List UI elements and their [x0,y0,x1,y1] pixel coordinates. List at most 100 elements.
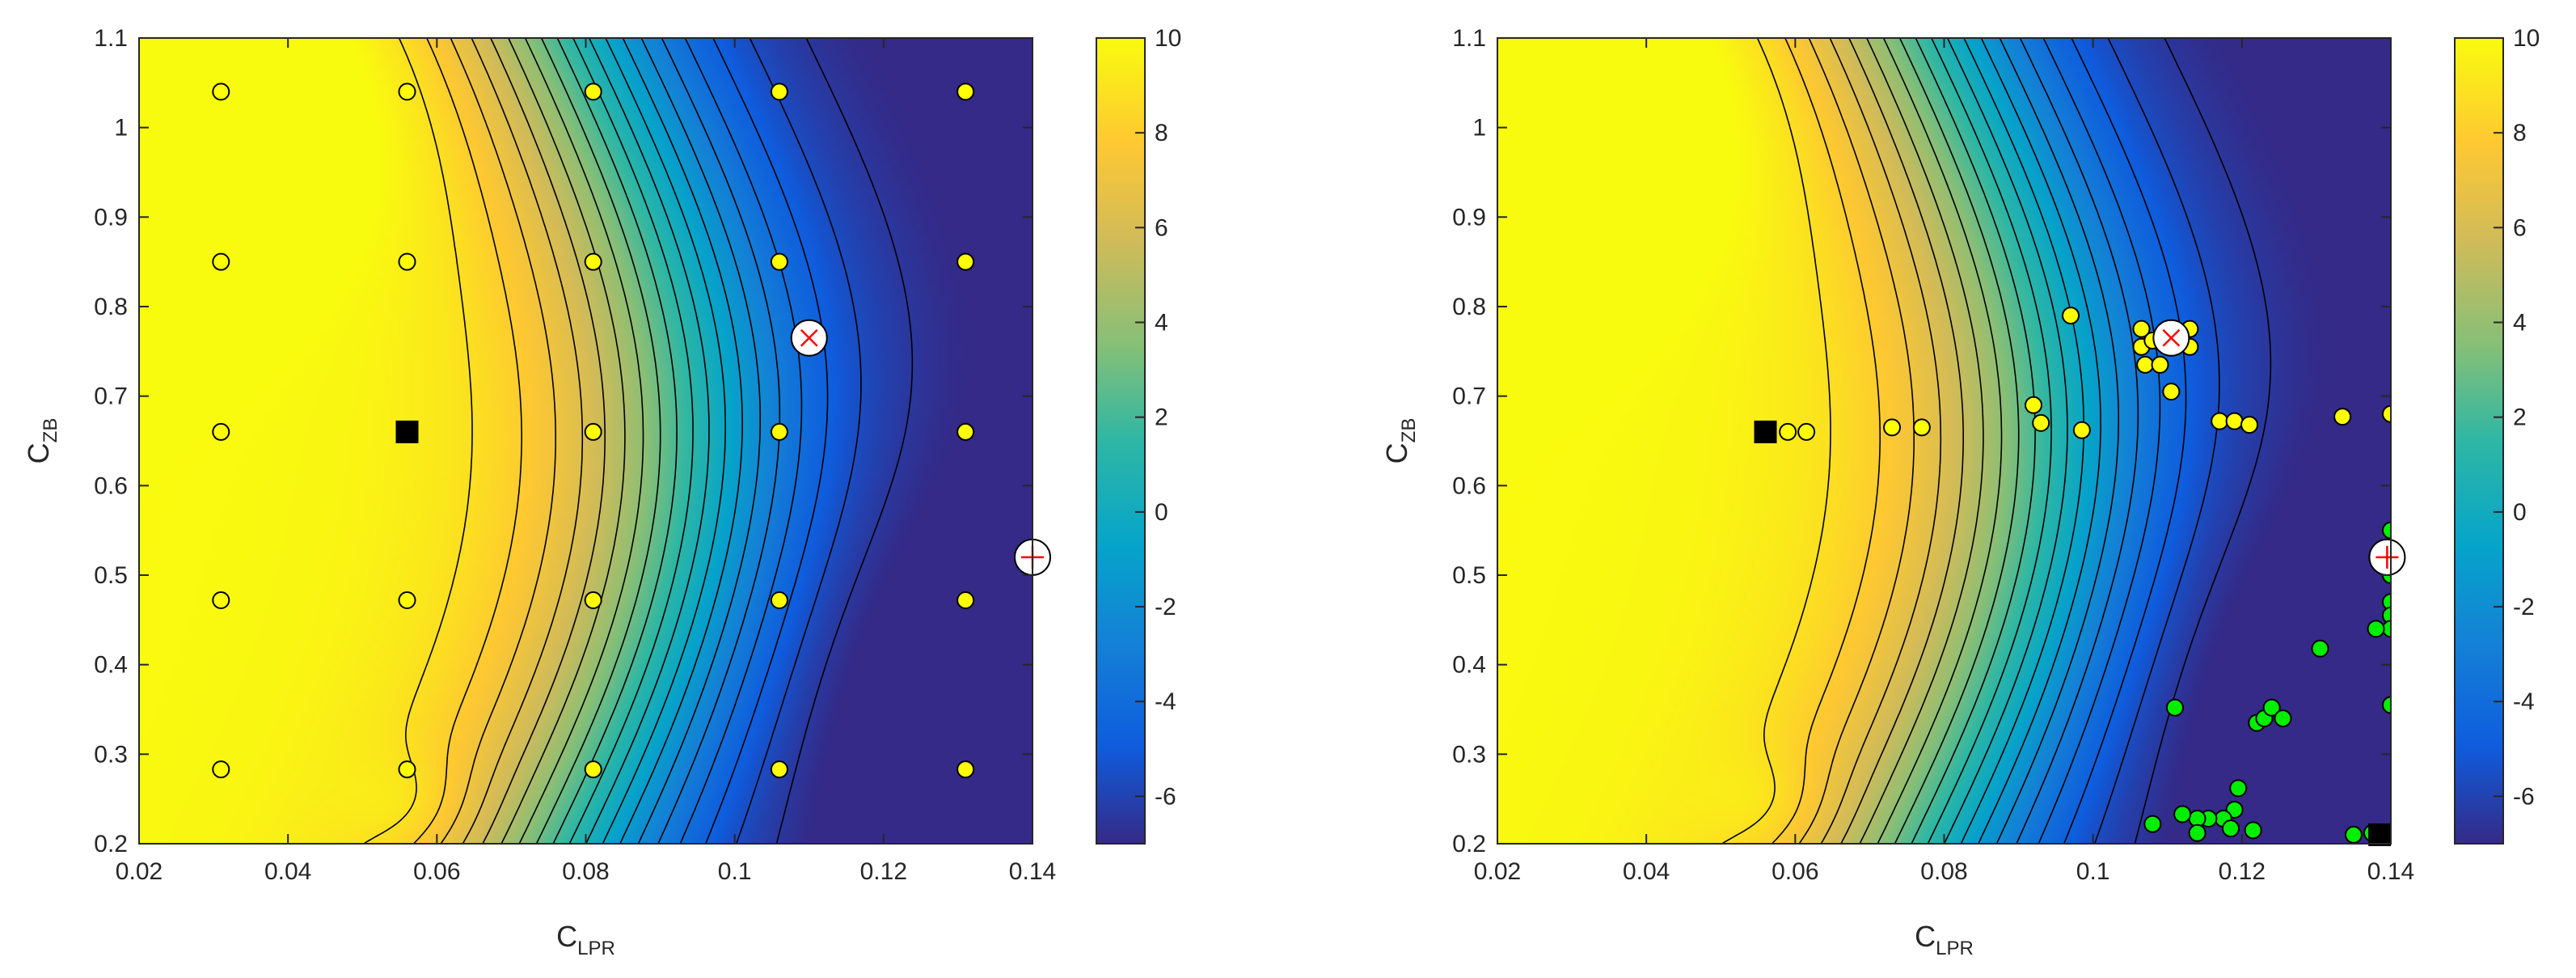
x-tick-label: 0.1 [2076,858,2110,885]
infill-point [2222,819,2240,838]
sample-point [212,760,230,779]
colorbar-tick-label: 0 [1155,499,1168,526]
x-tick-label: 0.14 [2367,858,2414,885]
colorbar-tick-label: -2 [2513,594,2535,620]
colorbar-tick-label: 4 [1155,310,1168,337]
right-colorbar-gradient [2454,37,2504,845]
sample-point [770,760,788,779]
left-x-ticks: 0.02 0.04 0.06 0.08 0.1 0.12 0.14 [116,38,1056,885]
infill-point [2367,620,2385,638]
colorbar-tick-label: 2 [2513,404,2527,431]
infill-point [2165,698,2184,717]
colorbar-tick-label: -4 [1155,688,1176,715]
colorbar-tick-label: 10 [2513,25,2540,52]
sample-point [2211,412,2229,430]
left-colorbar: -6 -4 -2 0 2 4 6 8 10 [1096,25,1181,845]
optimum-plus-marker [2368,538,2406,576]
infill-point [2382,696,2391,714]
sample-point [584,252,602,271]
right-special-markers [1754,319,2406,846]
right-data-markers [1779,307,2391,844]
infill-point [2143,815,2162,833]
x-tick-label: 0.02 [116,858,163,885]
sample-point [212,83,230,101]
y-tick-label: 0.2 [94,831,128,857]
right-contour-heatmap [1497,38,2391,844]
baseline-square-marker [395,420,419,443]
y-tick-label: 1.1 [1452,25,1486,52]
sample-point [2136,355,2155,374]
right-contour-panel: 0.02 0.04 0.06 0.08 0.1 0.12 0.14 0.2 0.3 0.4 0.5… [1380,25,2414,959]
sample-point [2382,404,2391,423]
left-y-ticks: 0.2 0.3 0.4 0.5 0.6 0.7 0.8 0.9 1 1.1 [94,25,1033,857]
right-colorbar: -6 -4 -2 0 2 4 6 8 10 [2454,25,2540,845]
y-tick-label: 0.4 [94,652,128,679]
infill-point [2262,698,2281,717]
sample-point [956,252,975,271]
colorbar-tick-label: 10 [1155,25,1181,52]
x-tick-label: 0.04 [264,858,311,885]
y-tick-label: 0.6 [1452,472,1486,499]
colorbar-tick-label: 8 [1155,120,1168,146]
left-data-markers [212,83,975,779]
colorbar-tick-label: 0 [2513,499,2527,526]
y-tick-label: 0.5 [1452,562,1486,589]
sample-point [398,252,416,271]
colorbar-tick-label: 4 [2513,310,2527,337]
infill-point [2229,779,2248,798]
sample-point [584,760,602,779]
sample-point [770,252,788,271]
colorbar-tick-label: 6 [2513,214,2527,241]
y-tick-label: 0.3 [1452,741,1486,768]
sample-point [2072,421,2091,439]
infill-point [2173,805,2192,823]
infill-point [2382,593,2391,612]
sample-point [2225,412,2244,430]
sample-point [1779,422,1797,441]
sample-point [212,422,230,441]
y-tick-label: 0.2 [1452,831,1486,857]
sample-point [770,422,788,441]
baseline-square-marker [2368,823,2392,846]
y-tick-label: 1.1 [94,25,128,52]
sample-point [2162,383,2181,401]
x-tick-label: 0.14 [1009,858,1056,885]
left-y-axis-label: CZB [22,418,61,464]
left-colorbar-ticks: -6 -4 -2 0 2 4 6 8 10 [1135,25,1181,810]
y-tick-label: 0.8 [1452,294,1486,320]
sample-point [398,83,416,101]
sample-point [2032,413,2050,432]
y-tick-label: 0.5 [94,562,128,589]
left-contour-lines [363,38,914,844]
left-contour-heatmap [139,38,1033,844]
infill-point [2244,821,2262,840]
x-tick-label: 0.12 [860,858,907,885]
y-tick-label: 0.9 [1452,204,1486,231]
sample-point [956,760,975,779]
y-tick-label: 0.4 [1452,652,1486,679]
sample-point [212,591,230,609]
sample-point [398,591,416,609]
optimum-x-marker [790,319,828,357]
y-tick-label: 1 [114,115,128,142]
colorbar-tick-label: 2 [1155,404,1168,431]
sample-point [1883,418,1902,437]
right-x-ticks: 0.02 0.04 0.06 0.08 0.1 0.12 0.14 [1474,38,2414,885]
infill-point [2382,606,2391,624]
sample-point [770,591,788,609]
right-contour-lines [1721,38,2272,844]
x-tick-label: 0.04 [1623,858,1670,885]
left-colorbar-gradient [1096,37,1146,845]
sample-point [770,83,788,101]
x-tick-label: 0.12 [2219,858,2266,885]
y-tick-label: 0.9 [94,204,128,231]
infill-point [2188,823,2206,842]
sample-point [212,252,230,271]
colorbar-tick-label: -2 [1155,594,1176,620]
left-x-axis-label: CLPR [556,920,615,959]
colorbar-tick-label: 8 [2513,120,2527,146]
x-tick-label: 0.1 [718,858,752,885]
colorbar-tick-label: -6 [1155,783,1176,810]
y-tick-label: 0.8 [94,294,128,320]
y-tick-label: 0.3 [94,741,128,768]
